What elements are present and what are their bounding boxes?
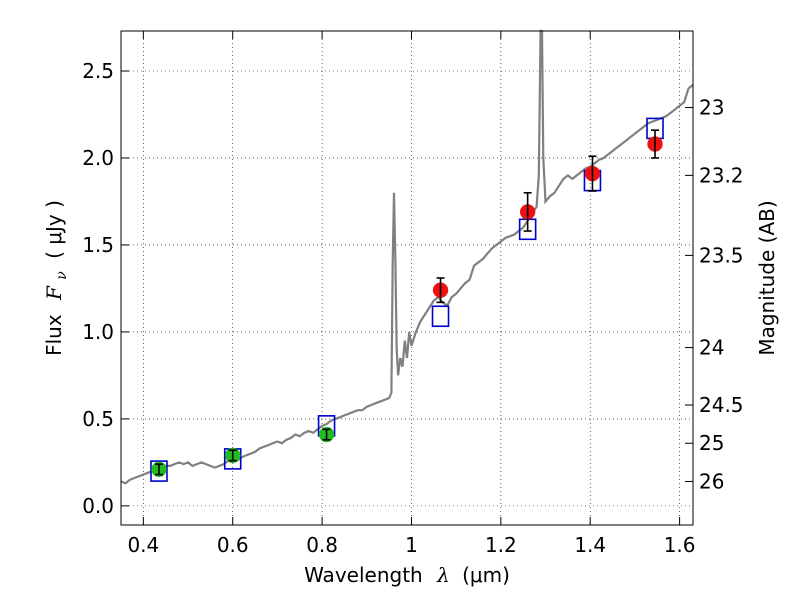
x-tick-label: 1.2	[485, 533, 517, 557]
x-tick-label: 0.6	[217, 533, 249, 557]
y-tick-label: 2.5	[82, 59, 114, 83]
y-axis-label: Flux F ν ( μJy )	[42, 200, 71, 356]
x-tick-label: 1.6	[664, 533, 696, 557]
plot-frame	[120, 30, 694, 526]
y-tick-label: 2.0	[82, 146, 114, 170]
y2-tick-label: 26	[699, 470, 724, 494]
model-photometry-point	[150, 460, 168, 482]
observed-points	[151, 129, 663, 478]
y2-tick-label: 23.5	[699, 243, 744, 267]
x-tick-label: 1	[405, 533, 418, 557]
x-axis-label: Wavelength λ (μm)	[304, 563, 510, 587]
y2-tick-label: 24.5	[699, 393, 744, 417]
model-photometry-point	[431, 305, 450, 328]
y-tick-label: 1.5	[82, 233, 114, 257]
x-tick-label: 1.4	[574, 533, 606, 557]
y2-tick-label: 25	[699, 431, 724, 455]
grid	[121, 31, 693, 525]
series	[120, 29, 694, 485]
y-tick-label: 0.0	[82, 494, 114, 518]
x-tick-label: 0.4	[127, 533, 159, 557]
x-tick-label: 0.8	[306, 533, 338, 557]
y2-tick-label: 23.2	[699, 163, 744, 187]
y2-axis-label: Magnitude (AB)	[755, 200, 779, 355]
y2-tick-label: 23	[699, 96, 724, 120]
y-tick-label: 1.0	[82, 320, 114, 344]
sed-model-line	[120, 29, 694, 485]
y-tick-label: 0.5	[82, 407, 114, 431]
axis-ticks: 0.4 0.6 0.8 1 1.2 1.4 1.6 0.0 0.5 1.0 1.5 2.0 2.5 23 2…	[82, 31, 744, 557]
y2-tick-label: 24	[699, 336, 724, 360]
